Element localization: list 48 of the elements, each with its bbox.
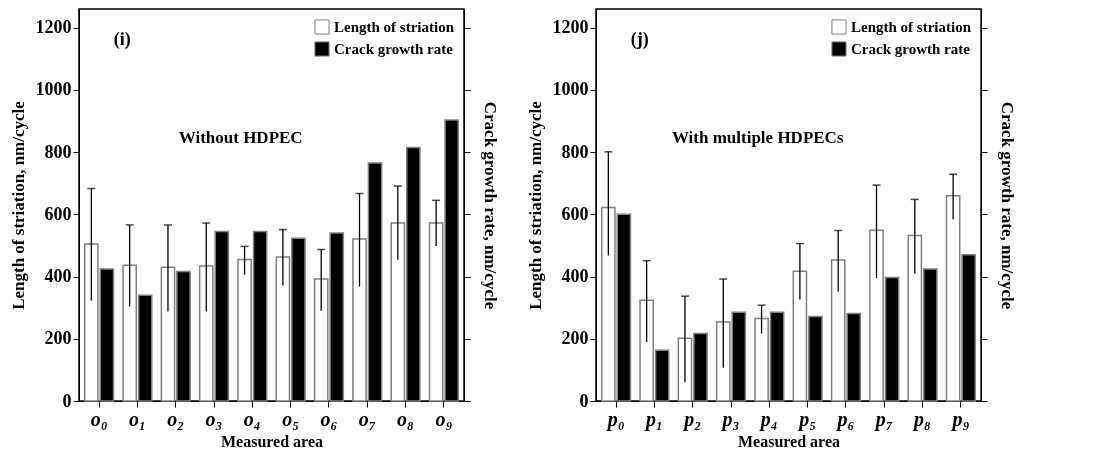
y-tick-label: 1200 — [552, 17, 589, 38]
x-tick-label: o₇ — [358, 407, 376, 430]
y-tick-label: 400 — [44, 266, 72, 287]
x-tick-label: p₈ — [912, 407, 932, 431]
y-tick-label: 1200 — [35, 17, 72, 38]
y-tick-label: 1000 — [552, 79, 589, 100]
y-tick-label: 800 — [561, 141, 589, 162]
y-tick-label: 400 — [561, 266, 589, 287]
y-tick-label: 0 — [62, 390, 72, 411]
y-tick-label: 200 — [44, 328, 72, 349]
y2-axis-title: Crack growth rate, nm/cycle — [998, 101, 1017, 310]
y-tick-label: 600 — [44, 203, 72, 224]
x-tick-label: p₇ — [873, 407, 893, 431]
y-tick-label: 1000 — [35, 79, 72, 100]
x-tick-label: p₄ — [758, 407, 778, 431]
y2-axis-title: Crack growth rate, nm/cycle — [481, 101, 500, 310]
annotation: (i) — [113, 29, 131, 51]
x-tick-label: o₄ — [243, 407, 261, 430]
x-tick-label: o₀ — [90, 407, 108, 430]
y-axis-title: Length of striation, nm/cycle — [8, 100, 28, 310]
x-tick-label: p₃ — [720, 407, 740, 431]
x-axis-title: Measured area — [737, 432, 841, 450]
y-tick-label: 200 — [561, 328, 589, 349]
legend-label: Crack growth rate — [851, 41, 971, 57]
annotation: Without HDPEC — [178, 128, 303, 148]
y-axis-title: Length of striation, nm/cycle — [525, 100, 545, 310]
x-tick-label: o₈ — [397, 407, 415, 430]
x-tick-label: o₉ — [435, 407, 453, 430]
x-tick-label: p₀ — [605, 407, 625, 431]
annotation: (j) — [630, 29, 649, 51]
y-tick-label: 800 — [44, 141, 72, 162]
x-tick-label: o₆ — [320, 407, 338, 430]
x-tick-label: o₁ — [128, 407, 146, 430]
x-tick-label: p₁ — [643, 407, 663, 431]
x-tick-label: p₂ — [682, 407, 702, 431]
legend-label: Crack growth rate — [334, 41, 454, 57]
legend-label: Length of striation — [851, 19, 972, 35]
y-tick-label: 0 — [579, 390, 589, 411]
x-tick-label: o₅ — [282, 407, 300, 430]
y-tick-label: 600 — [561, 203, 589, 224]
x-tick-label: p₅ — [797, 407, 817, 431]
x-tick-label: o₂ — [167, 407, 185, 430]
annotation: With multiple HDPECs — [671, 128, 844, 148]
x-axis-title: Measured area — [220, 432, 324, 450]
legend-label: Length of striation — [334, 19, 455, 35]
x-tick-label: o₃ — [205, 407, 223, 430]
x-tick-label: p₆ — [835, 407, 855, 431]
x-tick-label: p₉ — [950, 407, 970, 431]
